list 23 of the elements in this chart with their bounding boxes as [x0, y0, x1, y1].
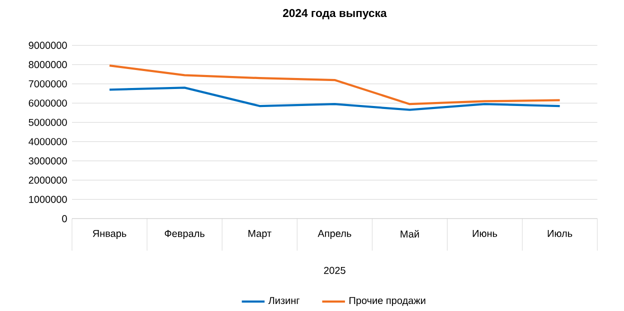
legend-label: Лизинг: [268, 296, 300, 304]
y-tick-label: 0: [62, 214, 67, 222]
x-tick-label: Март: [248, 230, 272, 239]
line-series: [108, 86, 561, 111]
y-tick-label: 6000000: [28, 99, 67, 107]
y-tick-label: 2000000: [28, 176, 67, 184]
x-tick-label: Июль: [548, 230, 572, 237]
x-axis-title: 2025: [324, 266, 346, 274]
y-tick-label: 5000000: [28, 118, 67, 126]
y-tick-label: 8000000: [28, 60, 67, 68]
chart-title: 2024 года выпуска: [282, 8, 387, 20]
x-tick-label: Май: [400, 230, 419, 238]
x-tick-label: Июнь: [472, 230, 498, 237]
x-tick-label: Январь: [92, 230, 126, 239]
line-series: [108, 64, 561, 106]
x-tick-label: Апрель: [318, 230, 352, 239]
y-tick-label: 7000000: [28, 80, 67, 88]
legend-label: Прочие продажи: [350, 296, 426, 306]
y-tick-label: 3000000: [28, 157, 67, 164]
y-tick-label: 1000000: [29, 196, 67, 203]
y-tick-label: 4000000: [28, 138, 67, 146]
x-tick-label: Февраль: [164, 230, 204, 239]
y-tick-label: 9000000: [28, 42, 67, 49]
